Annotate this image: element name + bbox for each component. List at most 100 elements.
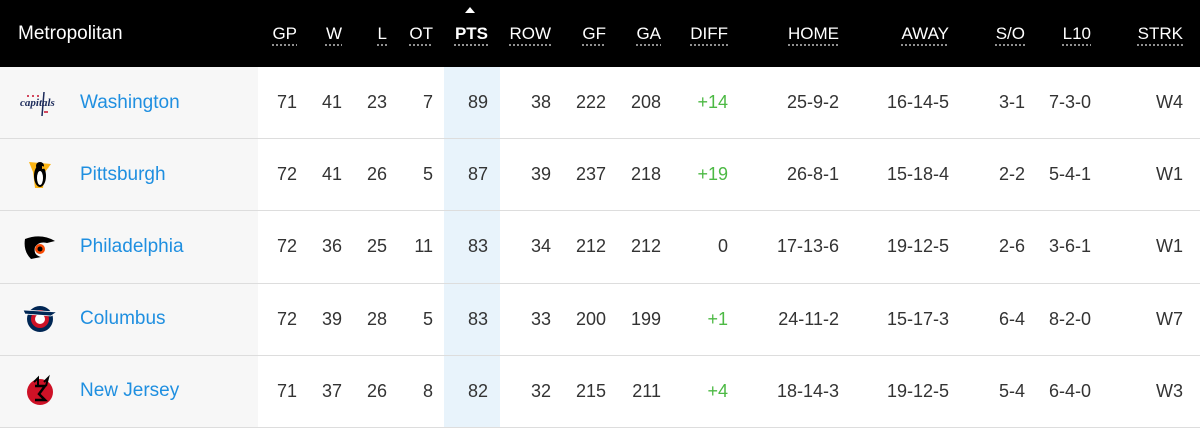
column-header-so[interactable]: S/O [949, 0, 1025, 67]
blue-jackets-logo-icon[interactable] [16, 301, 64, 337]
column-header-label[interactable]: ROW [509, 23, 551, 43]
column-header-label[interactable]: HOME [788, 23, 839, 43]
stat-strk: W4 [1091, 67, 1183, 138]
stat-value: W1 [1156, 236, 1183, 257]
column-header-pts[interactable]: PTS [444, 0, 500, 67]
capitals-logo-icon[interactable]: capitals [16, 85, 64, 121]
stat-l: 26 [342, 139, 387, 210]
stat-pts: 89 [444, 67, 500, 139]
team-cell: Pittsburgh [0, 139, 258, 211]
stat-value: 8-2-0 [1048, 308, 1091, 329]
column-header-label[interactable]: OT [409, 23, 433, 43]
column-header-label[interactable]: S/O [995, 23, 1025, 43]
stat-gp: 72 [258, 139, 297, 210]
stat-value: 24-11-2 [778, 308, 839, 329]
stat-gf: 212 [551, 211, 606, 282]
stat-value: 89 [467, 92, 488, 113]
stat-so: 2-6 [949, 211, 1025, 282]
column-header-label[interactable]: DIFF [690, 23, 728, 43]
flyers-logo-icon[interactable] [16, 229, 64, 265]
stat-value: 41 [321, 164, 342, 185]
devils-logo-icon[interactable] [16, 373, 64, 409]
stat-ga: 218 [606, 139, 661, 210]
division-title: Metropolitan [18, 22, 123, 44]
stat-row: 38 [500, 67, 551, 138]
stat-away: 15-18-4 [839, 139, 949, 210]
column-header-label[interactable]: GP [272, 23, 297, 43]
table-row: Columbus 72 39 28 5 83 33 200 199 +1 24-11-2 15-17-… [0, 283, 1200, 356]
stat-value: W4 [1156, 92, 1183, 113]
column-header-row[interactable]: ROW [500, 0, 551, 67]
spacer [433, 139, 444, 210]
column-header-home[interactable]: HOME [728, 0, 839, 67]
stat-value: 0 [717, 236, 728, 257]
stat-w: 41 [297, 139, 342, 210]
stat-gp: 71 [258, 356, 297, 427]
column-header-l[interactable]: L [342, 0, 387, 67]
team-link[interactable]: Washington [80, 91, 180, 113]
stat-value: 71 [276, 380, 297, 401]
stat-value: 15-17-3 [886, 308, 949, 329]
stat-away: 15-17-3 [839, 284, 949, 355]
stat-gf: 200 [551, 284, 606, 355]
stat-away: 19-12-5 [839, 356, 949, 427]
stat-value: 5 [422, 308, 433, 329]
stat-diff: +19 [661, 139, 728, 210]
stat-value: 16-14-5 [886, 92, 949, 113]
stat-diff: +4 [661, 356, 728, 427]
column-header-label[interactable]: GF [582, 23, 606, 43]
stat-value: 5 [422, 164, 433, 185]
column-header-gf[interactable]: GF [551, 0, 606, 67]
column-header-label[interactable]: STRK [1137, 23, 1183, 43]
stat-w: 37 [297, 356, 342, 427]
stat-value: 37 [321, 380, 342, 401]
team-link[interactable]: New Jersey [80, 380, 180, 402]
stat-ga: 208 [606, 67, 661, 138]
column-header-gp[interactable]: GP [258, 0, 297, 67]
stat-ot: 8 [387, 356, 433, 427]
spacer [433, 0, 444, 67]
team-cell: Philadelphia [0, 211, 258, 283]
stat-value: 199 [630, 308, 661, 329]
spacer [433, 356, 444, 427]
team-link[interactable]: Pittsburgh [80, 163, 166, 185]
stat-value: 7-3-0 [1048, 92, 1091, 113]
column-header-w[interactable]: W [297, 0, 342, 67]
column-header-label[interactable]: AWAY [901, 23, 949, 43]
stat-l10: 5-4-1 [1025, 139, 1091, 210]
stat-l: 28 [342, 284, 387, 355]
team-link[interactable]: Columbus [80, 308, 166, 330]
team-link[interactable]: Philadelphia [80, 235, 184, 257]
stat-l: 25 [342, 211, 387, 282]
stat-ot: 11 [387, 211, 433, 282]
column-header-l10[interactable]: L10 [1025, 0, 1091, 67]
column-header-label[interactable]: L [377, 23, 387, 43]
stat-value: 18-14-3 [776, 380, 839, 401]
stat-ot: 7 [387, 67, 433, 138]
table-row: Philadelphia 72 36 25 11 83 34 212 212 0 17-13-6 19… [0, 211, 1200, 284]
penguins-logo-icon[interactable] [16, 157, 64, 193]
stat-value: 222 [575, 92, 606, 113]
column-header-diff[interactable]: DIFF [661, 0, 728, 67]
column-header-label[interactable]: GA [636, 23, 661, 43]
stat-value: 3-6-1 [1048, 236, 1091, 257]
stat-value: 215 [575, 380, 606, 401]
spacer [433, 211, 444, 282]
stat-home: 25-9-2 [728, 67, 839, 138]
column-header-label[interactable]: L10 [1062, 23, 1091, 43]
column-header-label[interactable]: W [325, 23, 342, 43]
stat-value: 25 [366, 236, 387, 257]
stat-strk: W7 [1091, 284, 1183, 355]
stat-home: 24-11-2 [728, 284, 839, 355]
stat-value: 34 [530, 236, 551, 257]
column-header-strk[interactable]: STRK [1091, 0, 1183, 67]
stat-row: 32 [500, 356, 551, 427]
stat-l: 23 [342, 67, 387, 138]
stat-value: 87 [467, 164, 488, 185]
column-header-ga[interactable]: GA [606, 0, 661, 67]
column-header-away[interactable]: AWAY [839, 0, 949, 67]
stat-value: 26 [366, 164, 387, 185]
column-header-ot[interactable]: OT [387, 0, 433, 67]
column-header-label[interactable]: PTS [454, 23, 488, 43]
